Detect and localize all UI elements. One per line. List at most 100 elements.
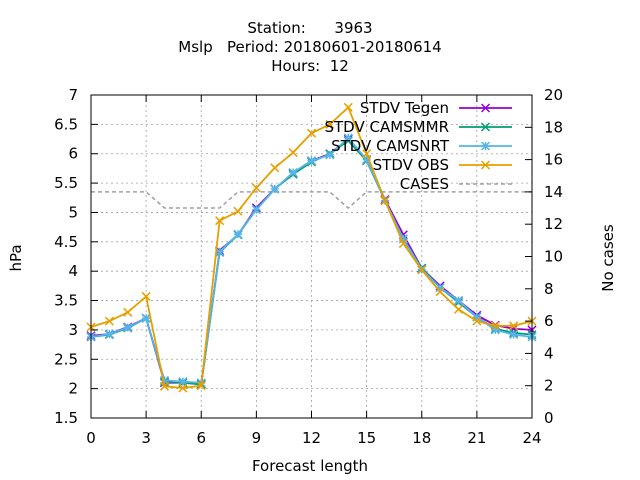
marker-stroke [306, 128, 317, 138]
y-tick-label: 2.5 [54, 350, 78, 368]
y2-tick-label: 20 [544, 86, 563, 104]
series-3 [86, 102, 537, 393]
y2-axis-label: No cases [599, 224, 617, 292]
y2-tick-label: 12 [544, 215, 563, 233]
y-tick-label: 5.5 [54, 174, 78, 192]
y2-tick-label: 14 [544, 183, 563, 201]
data-point [233, 206, 243, 216]
x-tick-label: 0 [86, 429, 96, 447]
legend-marker [480, 103, 491, 113]
x-tick-label: 12 [302, 429, 321, 447]
data-point [325, 150, 335, 160]
marker-stroke [509, 321, 519, 331]
marker-stroke [398, 239, 408, 249]
data-point [343, 102, 353, 112]
data-point [104, 316, 114, 326]
legend-marker [480, 122, 491, 132]
x-axis-label: Forecast length [252, 457, 368, 475]
data-point [362, 149, 372, 159]
data-point [123, 307, 133, 317]
marker-stroke [343, 102, 353, 112]
x-tick-label: 3 [141, 429, 151, 447]
data-point [215, 216, 225, 226]
marker-stroke [490, 321, 500, 331]
grid [91, 95, 532, 418]
data-point [178, 377, 188, 387]
data-point [398, 239, 408, 249]
legend-label: STDV Tegen [360, 99, 449, 117]
marker-stroke [480, 103, 491, 113]
legend-marker [480, 160, 491, 170]
y2-tick-label: 8 [544, 280, 554, 298]
legend-label: CASES [400, 175, 449, 193]
legend-entry: STDV CAMSMMR [324, 118, 512, 136]
legend-label: STDV CAMSMMR [324, 118, 449, 136]
y-tick-label: 3 [68, 321, 78, 339]
data-point [509, 330, 519, 340]
title-line-3: Hours: 12 [271, 57, 349, 75]
data-point [435, 287, 445, 297]
marker-stroke [270, 163, 280, 173]
data-point [159, 381, 170, 391]
marker-stroke [251, 183, 261, 193]
data-point [251, 183, 261, 193]
marker-stroke [123, 307, 133, 317]
data-point [270, 163, 280, 173]
marker-stroke [141, 291, 151, 301]
x-tick-label: 24 [522, 429, 541, 447]
axis-ticks: 1.522.533.544.555.566.570246810121416182… [54, 86, 563, 447]
x-tick-label: 15 [357, 429, 376, 447]
y-tick-label: 4 [68, 262, 78, 280]
data-point [490, 321, 500, 331]
data-point [141, 313, 151, 323]
data-point [196, 381, 206, 391]
x-tick-label: 9 [252, 429, 262, 447]
legend-marker [480, 141, 491, 151]
marker-stroke [417, 265, 427, 275]
y-tick-label: 7 [68, 86, 78, 104]
x-tick-label: 21 [467, 429, 486, 447]
y2-tick-label: 6 [544, 312, 554, 330]
y-tick-label: 5 [68, 203, 78, 221]
y-tick-label: 6 [68, 145, 78, 163]
y2-tick-label: 2 [544, 377, 554, 395]
y2-tick-label: 4 [544, 344, 554, 362]
marker-stroke [233, 206, 243, 216]
y2-tick-label: 10 [544, 248, 563, 266]
legend-entry: STDV OBS [373, 156, 512, 174]
marker-stroke [380, 196, 390, 206]
legend-entry: CASES [400, 175, 512, 193]
legend-entry: STDV Tegen [360, 99, 512, 117]
data-point [104, 329, 114, 339]
marker-stroke [104, 316, 114, 326]
data-point [509, 321, 519, 331]
marker-stroke [196, 381, 206, 391]
data-point [453, 296, 464, 306]
y2-tick-label: 0 [544, 409, 554, 427]
data-point [417, 265, 427, 275]
cases-layer [91, 191, 532, 210]
data-point [251, 204, 261, 215]
y-tick-label: 3.5 [54, 292, 78, 310]
legend-label: STDV CAMSNRT [331, 137, 450, 155]
marker-stroke [362, 149, 372, 159]
chart-title: Station: 3963 Mslp Period: 20180601-2018… [178, 19, 441, 75]
y-tick-label: 6.5 [54, 115, 78, 133]
marker-stroke [215, 216, 225, 226]
marker-stroke [472, 316, 482, 326]
marker-stroke [435, 287, 445, 297]
data-point [233, 229, 243, 239]
title-line-1: Station: 3963 [247, 19, 372, 37]
x-tick-label: 18 [412, 429, 431, 447]
legend-label: STDV OBS [373, 156, 449, 174]
data-point [123, 323, 133, 333]
series-layer [86, 102, 537, 393]
data-point [472, 316, 482, 326]
data-point [325, 119, 335, 129]
data-point [343, 133, 353, 143]
y2-tick-label: 16 [544, 151, 563, 169]
y-axis-label: hPa [7, 244, 25, 271]
